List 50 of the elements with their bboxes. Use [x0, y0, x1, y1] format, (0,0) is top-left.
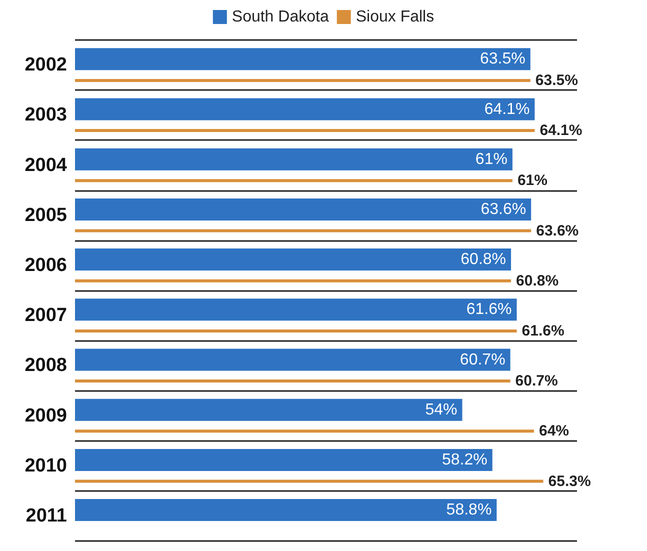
data-label: 64.1%: [540, 122, 582, 140]
y-tick-label: 2010: [24, 455, 67, 476]
y-tick-label: 2011: [26, 505, 68, 526]
bar: [75, 430, 534, 433]
bar: [75, 329, 517, 332]
bar: [75, 248, 512, 271]
data-label: 61.6%: [522, 322, 564, 340]
data-label: 60.8%: [516, 272, 559, 290]
bar: [75, 229, 532, 232]
bar: [75, 198, 532, 220]
bar: [75, 148, 512, 170]
data-label: 61%: [475, 150, 508, 168]
bar: [75, 499, 497, 522]
data-label: 63.6%: [480, 200, 526, 218]
bar: [75, 179, 512, 182]
bar: [75, 279, 512, 282]
bar: [75, 48, 530, 70]
data-label: 58.2%: [442, 451, 488, 468]
y-tick-label: 2003: [24, 104, 67, 126]
data-label: 63.5%: [535, 72, 578, 89]
data-label: 63.6%: [536, 222, 579, 240]
y-tick-label: 2008: [24, 355, 67, 376]
bar: [75, 398, 462, 421]
y-tick-label: 2006: [24, 254, 67, 276]
y-tick-label: 2005: [24, 204, 68, 226]
bar: [75, 78, 530, 82]
bar: [75, 448, 492, 471]
legend-label: South Dakota: [232, 8, 329, 26]
data-label: 60.7%: [460, 351, 506, 368]
data-label: 54%: [425, 401, 458, 418]
y-tick-label: 2002: [24, 54, 67, 76]
bar: [75, 98, 535, 120]
bar: [75, 380, 510, 383]
y-tick-label: 2004: [24, 154, 68, 176]
bar: [75, 129, 535, 132]
data-label: 58.8%: [446, 502, 492, 519]
data-label: 61%: [517, 172, 548, 190]
data-label: 65.3%: [548, 472, 591, 490]
data-label: 63.5%: [480, 50, 526, 68]
data-label: 64%: [538, 422, 570, 440]
legend-label: Sioux Falls: [356, 8, 434, 26]
bar: [75, 480, 544, 483]
data-label: 64.1%: [484, 100, 530, 118]
y-tick-label: 2007: [24, 305, 67, 326]
data-label: 60.8%: [460, 251, 506, 268]
bar: [75, 348, 510, 371]
data-label: 60.7%: [515, 372, 558, 390]
data-label: 61.6%: [466, 301, 512, 318]
bar: [75, 298, 517, 321]
y-tick-label: 2009: [24, 405, 67, 426]
